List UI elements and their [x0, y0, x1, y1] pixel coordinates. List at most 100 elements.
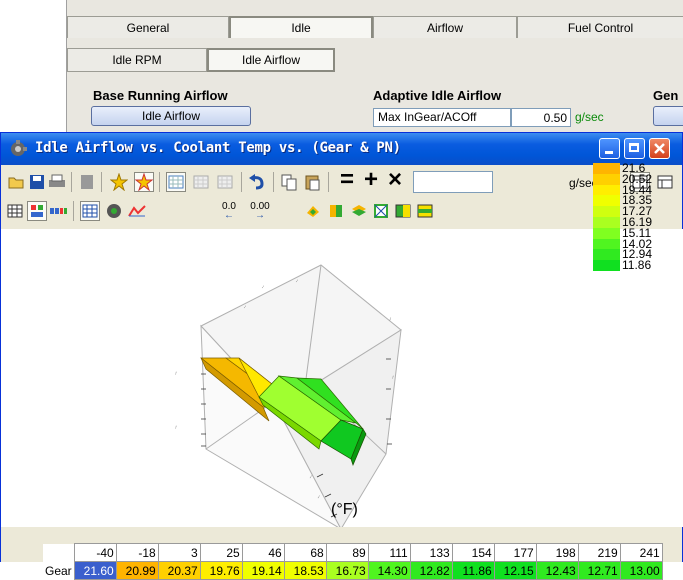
svg-text:--: -- [390, 375, 397, 380]
copy-icon[interactable] [279, 172, 299, 192]
surface-top-icon[interactable] [349, 201, 369, 221]
table-cell[interactable]: 12.82 [409, 561, 453, 580]
legend-swatch [593, 216, 620, 228]
close-button[interactable] [649, 138, 670, 159]
view-table-icon[interactable] [630, 172, 650, 192]
toolbar-separator [71, 172, 72, 192]
operand-input[interactable] [413, 171, 493, 193]
title-bar[interactable]: Idle Airflow vs. Coolant Temp vs. (Gear … [1, 133, 682, 165]
column-header: 177 [493, 543, 537, 562]
equals-button[interactable]: = [339, 166, 354, 193]
legend-swatch [593, 206, 620, 217]
table-cell[interactable]: 13.00 [619, 561, 663, 580]
max-ingear-value[interactable]: 0.50 [511, 108, 571, 127]
table-cell[interactable]: 16.73 [325, 561, 369, 580]
star-highlight-icon[interactable] [134, 172, 154, 192]
toolbar-separator [159, 172, 160, 192]
table-cell[interactable]: 18.53 [283, 561, 327, 580]
legend-label: 12.94 [622, 247, 653, 262]
toolbar-separator [101, 172, 102, 192]
table-cell[interactable]: 12.43 [535, 561, 579, 580]
legend-swatch [593, 173, 620, 185]
table-cell[interactable]: 19.14 [241, 561, 285, 580]
legend-label: 11.86 [622, 258, 652, 273]
view-split-icon[interactable] [655, 172, 675, 192]
save-icon[interactable] [27, 172, 47, 192]
row-label: Gear [43, 561, 75, 580]
table-cell[interactable]: 12.15 [493, 561, 537, 580]
print-icon[interactable] [47, 172, 67, 192]
maximize-button[interactable] [624, 138, 645, 159]
sub-tab-bar: Idle RPM Idle Airflow [67, 48, 335, 72]
decimal-increase-button[interactable]: 0.00 → [247, 201, 273, 221]
legend-swatch [593, 260, 620, 271]
gradient-icon[interactable] [393, 201, 413, 221]
toolbar-main: = + × g/sec [1, 166, 682, 198]
plus-button[interactable]: + [363, 166, 378, 193]
table-editor-window: Idle Airflow vs. Coolant Temp vs. (Gear … [0, 132, 683, 562]
surface-fit-icon[interactable] [371, 201, 391, 221]
tab-general[interactable]: General [67, 16, 229, 38]
surface-plot-3d[interactable]: -- -- -- -- -- -- -- -- -- [1, 229, 683, 531]
star-pencil-icon[interactable] [109, 172, 129, 192]
arrow-right-icon: → [255, 210, 265, 221]
tab-idle[interactable]: Idle [229, 16, 373, 38]
right-partial-button[interactable] [653, 106, 683, 126]
subtab-idle-airflow[interactable]: Idle Airflow [207, 48, 335, 72]
paste-icon[interactable] [303, 172, 323, 192]
idle-airflow-button[interactable]: Idle Airflow [91, 106, 251, 126]
x-axis-unit-label: (°F) [331, 501, 358, 518]
table-cell[interactable]: 19.76 [199, 561, 243, 580]
grid-disabled-icon[interactable] [191, 172, 211, 192]
column-header: 25 [199, 543, 243, 562]
svg-text:--: -- [173, 371, 180, 376]
table-row: Gear 21.60 20.99 20.37 19.76 19.14 18.53 16.73 1… [43, 561, 663, 580]
table-cell[interactable]: 20.37 [157, 561, 201, 580]
color-grid-icon[interactable] [49, 201, 69, 221]
surface-rotate-icon[interactable] [303, 201, 323, 221]
decimal-decrease-button[interactable]: 0.0 ← [219, 201, 239, 221]
table-only-icon[interactable] [80, 201, 100, 221]
multiply-button[interactable]: × [387, 166, 402, 193]
color-table-icon[interactable] [27, 201, 47, 221]
legend-swatch [593, 227, 620, 239]
table-cell[interactable]: 11.86 [451, 561, 495, 580]
grid-disabled-icon-2[interactable] [215, 172, 235, 192]
tab-airflow[interactable]: Airflow [373, 16, 517, 38]
surface-3d-icon[interactable] [104, 201, 124, 221]
legend-label: 20.52 [622, 171, 653, 186]
tab-fuel-control[interactable]: Fuel Control [517, 16, 683, 38]
column-header: -40 [73, 543, 117, 562]
column-header: 198 [535, 543, 579, 562]
column-header: 46 [241, 543, 285, 562]
surface-front-icon[interactable] [326, 201, 346, 221]
plot-area: -- -- -- -- -- -- -- -- -- (°F) [1, 229, 683, 531]
open-folder-icon[interactable] [7, 172, 27, 192]
operand-unit: g/sec [569, 176, 598, 190]
clipboard-gray-icon[interactable] [77, 172, 97, 192]
table-cell[interactable]: 20.99 [115, 561, 159, 580]
undo-icon[interactable] [247, 172, 267, 192]
svg-text:--: -- [294, 278, 301, 284]
decimal-increase-label: 0.00 [250, 201, 270, 212]
axis-ticks [201, 358, 392, 518]
line-graph-icon[interactable] [127, 201, 147, 221]
minimize-button[interactable] [599, 138, 620, 159]
table-view-icon[interactable] [5, 201, 25, 221]
table-cell[interactable]: 21.60 [73, 561, 117, 580]
column-header: 133 [409, 543, 453, 562]
grid-cells-icon[interactable] [166, 172, 186, 192]
column-header: -18 [115, 543, 159, 562]
toolbar-view: 0.0 ← 0.00 → [1, 199, 682, 225]
gradient-alt-icon[interactable] [415, 201, 435, 221]
table-header-row: -40 -18 3 25 46 68 89 111 133 154 177 198 219 241 [43, 543, 663, 562]
table-corner [43, 543, 75, 562]
max-ingear-label: Max InGear/ACOff [373, 108, 511, 127]
table-cell[interactable]: 12.71 [577, 561, 621, 580]
legend-label: 16.19 [622, 214, 653, 229]
subtab-idle-rpm[interactable]: Idle RPM [67, 48, 207, 72]
table-cell[interactable]: 14.30 [367, 561, 411, 580]
legend-label: 18.35 [622, 193, 653, 208]
toolbar-separator [273, 172, 274, 192]
minimize-icon [605, 151, 613, 154]
